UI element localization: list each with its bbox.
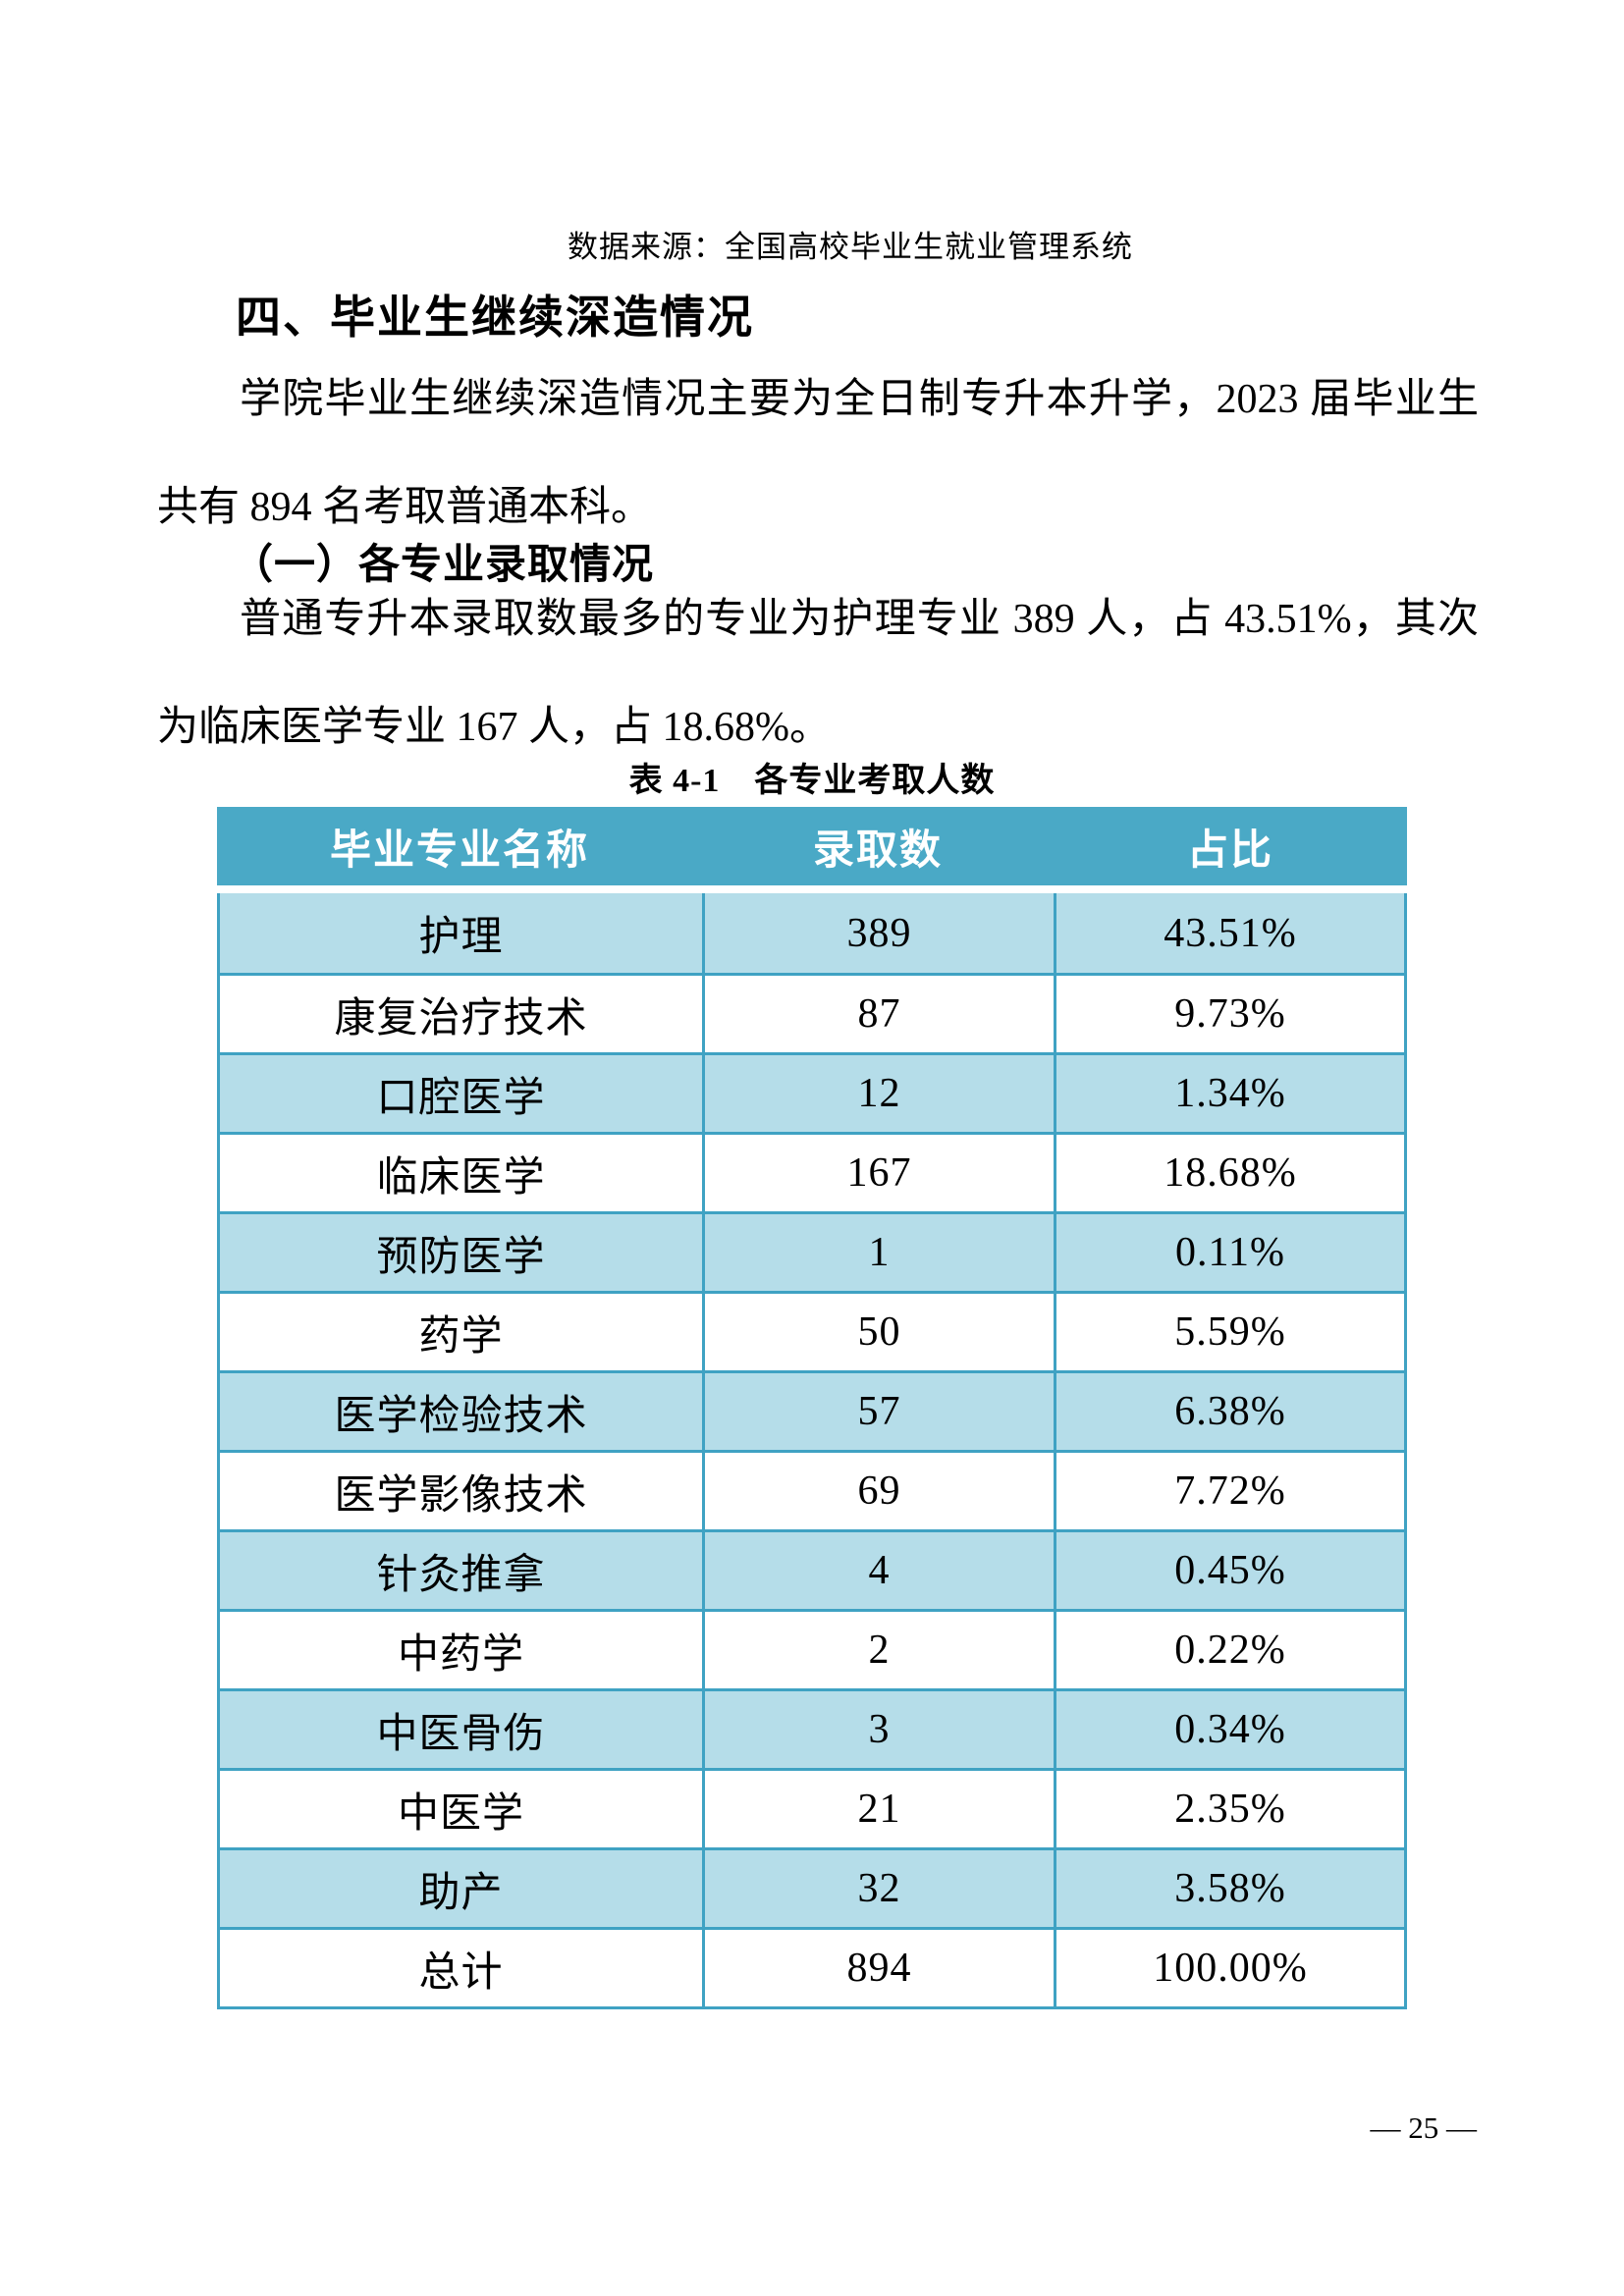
cell-major-name: 医学检验技术 bbox=[334, 1393, 588, 1439]
table-row: 口腔医学 12 1.34% bbox=[220, 1052, 1404, 1132]
table-row: 中医学 21 2.35% bbox=[220, 1768, 1404, 1847]
cell-percentage: 0.11% bbox=[1054, 1214, 1404, 1291]
table-caption: 表 4-1 各专业考取人数 bbox=[628, 763, 996, 799]
table-row: 临床医学 167 18.68% bbox=[220, 1132, 1404, 1211]
table-row: 护理 389 43.51% bbox=[220, 893, 1404, 973]
table-row: 针灸推拿 4 0.45% bbox=[220, 1529, 1404, 1609]
column-header-major: 毕业专业名称 bbox=[329, 826, 589, 873]
cell-percentage: 0.22% bbox=[1054, 1612, 1404, 1688]
cell-admitted-count: 57 bbox=[702, 1373, 1054, 1450]
cell-admitted-count: 32 bbox=[702, 1850, 1054, 1927]
table-row: 康复治疗技术 87 9.73% bbox=[220, 973, 1404, 1052]
cell-admitted-count: 50 bbox=[702, 1294, 1054, 1370]
cell-admitted-count: 12 bbox=[702, 1055, 1054, 1132]
table-row: 医学检验技术 57 6.38% bbox=[220, 1370, 1404, 1450]
cell-admitted-count: 3 bbox=[702, 1691, 1054, 1768]
data-source-note: 数据来源：全国高校毕业生就业管理系统 bbox=[568, 230, 1133, 264]
header-body-divider bbox=[217, 885, 1407, 893]
cell-percentage: 2.35% bbox=[1054, 1771, 1404, 1847]
cell-major-name: 总计 bbox=[418, 1949, 504, 1996]
section-heading: 四、毕业生继续深造情况 bbox=[236, 292, 754, 343]
cell-major-name: 口腔医学 bbox=[376, 1075, 546, 1121]
cell-major-name: 中药学 bbox=[397, 1631, 524, 1678]
table-row: 医学影像技术 69 7.72% bbox=[220, 1450, 1404, 1529]
cell-major-name: 助产 bbox=[418, 1870, 504, 1916]
cell-admitted-count: 87 bbox=[702, 976, 1054, 1052]
table-row: 中医骨伤 3 0.34% bbox=[220, 1688, 1404, 1768]
table-body: 护理 389 43.51% 康复治疗技术 87 9.73% 口腔医学 12 1.… bbox=[217, 893, 1407, 2009]
table-row: 中药学 2 0.22% bbox=[220, 1609, 1404, 1688]
table-row: 总计 894 100.00% bbox=[220, 1927, 1404, 2006]
cell-major-name: 中医骨伤 bbox=[376, 1711, 546, 1757]
column-header-count: 录取数 bbox=[812, 826, 943, 873]
column-header-percent: 占比 bbox=[1186, 826, 1273, 873]
cell-percentage: 7.72% bbox=[1054, 1453, 1404, 1529]
cell-major-name: 临床医学 bbox=[376, 1154, 546, 1201]
table-row: 预防医学 1 0.11% bbox=[220, 1211, 1404, 1291]
cell-major-name: 康复治疗技术 bbox=[334, 995, 588, 1041]
cell-percentage: 1.34% bbox=[1054, 1055, 1404, 1132]
cell-percentage: 9.73% bbox=[1054, 976, 1404, 1052]
cell-major-name: 预防医学 bbox=[376, 1234, 546, 1280]
cell-admitted-count: 167 bbox=[702, 1135, 1054, 1211]
cell-percentage: 18.68% bbox=[1054, 1135, 1404, 1211]
cell-percentage: 0.45% bbox=[1054, 1532, 1404, 1609]
table-row: 药学 50 5.59% bbox=[220, 1291, 1404, 1370]
cell-admitted-count: 21 bbox=[702, 1771, 1054, 1847]
cell-percentage: 6.38% bbox=[1054, 1373, 1404, 1450]
cell-percentage: 5.59% bbox=[1054, 1294, 1404, 1370]
cell-major-name: 医学影像技术 bbox=[334, 1472, 588, 1519]
table-header-row: 毕业专业名称 录取数 占比 bbox=[217, 807, 1407, 885]
cell-admitted-count: 2 bbox=[702, 1612, 1054, 1688]
table-row: 助产 32 3.58% bbox=[220, 1847, 1404, 1927]
cell-percentage: 43.51% bbox=[1054, 893, 1404, 973]
sub-section-heading: （一）各专业录取情况 bbox=[232, 543, 655, 588]
cell-major-name: 护理 bbox=[418, 915, 504, 960]
paragraph-1: 学院毕业生继续深造情况主要为全日制专升本升学，2023 届毕业生共有 894 名… bbox=[157, 377, 1479, 530]
cell-admitted-count: 69 bbox=[702, 1453, 1054, 1529]
cell-major-name: 药学 bbox=[418, 1313, 504, 1360]
cell-admitted-count: 4 bbox=[702, 1532, 1054, 1609]
cell-percentage: 100.00% bbox=[1054, 1930, 1404, 2006]
cell-percentage: 0.34% bbox=[1054, 1691, 1404, 1768]
paragraph-2: 普通专升本录取数最多的专业为护理专业 389 人，占 43.51%，其次为临床医… bbox=[157, 597, 1479, 750]
cell-major-name: 针灸推拿 bbox=[376, 1552, 546, 1598]
admissions-table: 毕业专业名称 录取数 占比 护理 389 43.51% 康复治疗技术 87 9.… bbox=[217, 807, 1407, 2009]
cell-admitted-count: 1 bbox=[702, 1214, 1054, 1291]
page-number: — 25 — bbox=[1370, 2110, 1478, 2145]
cell-percentage: 3.58% bbox=[1054, 1850, 1404, 1927]
cell-admitted-count: 894 bbox=[702, 1930, 1054, 2006]
cell-admitted-count: 389 bbox=[702, 893, 1054, 973]
cell-major-name: 中医学 bbox=[397, 1790, 524, 1837]
